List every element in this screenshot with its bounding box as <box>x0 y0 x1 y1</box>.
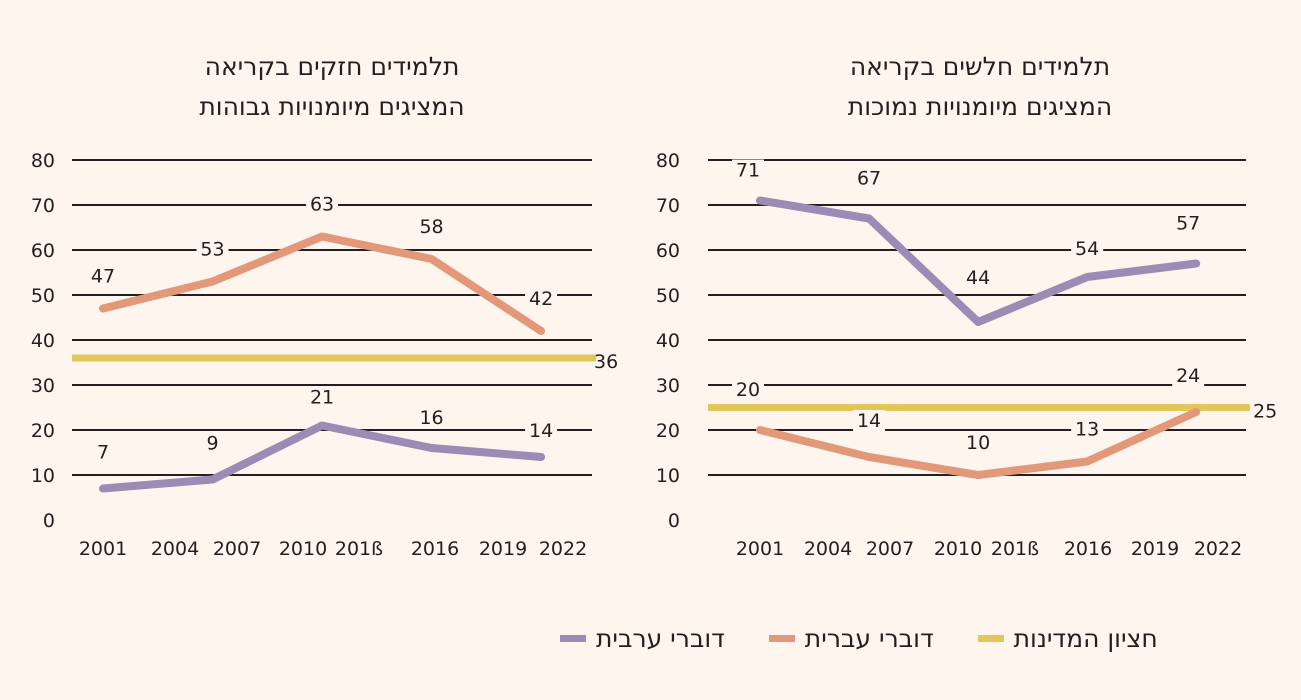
data-label-bg <box>306 193 339 216</box>
data-label-bg <box>853 410 886 432</box>
data-label-bg <box>732 379 764 401</box>
x-tick-label: 2016 <box>411 538 459 560</box>
y-tick-label: 80 <box>656 150 680 172</box>
data-label-bg <box>1071 238 1104 260</box>
x-tick-label: 2010 <box>279 538 327 560</box>
data-label-bg <box>962 267 995 289</box>
legend-label-national: חציון המדינות <box>1013 623 1158 653</box>
y-tick-label: 60 <box>31 240 55 262</box>
y-tick-label: 80 <box>31 150 55 172</box>
left-chart-title-line1: תלמידים חזקים בקריאה <box>204 52 460 81</box>
data-label-hebrew: 14 <box>857 410 881 432</box>
legend-swatch-hebrew <box>768 634 795 642</box>
legend-swatch-national <box>977 634 1004 642</box>
x-tick-label: 2001 <box>79 538 127 560</box>
y-tick-label: 40 <box>31 330 55 352</box>
legend-swatch-arabic <box>560 634 586 642</box>
data-label-bg <box>306 386 339 409</box>
legend: דוברי ערבית דוברי עברית חציון המדינות <box>560 618 1260 658</box>
data-label-hebrew: 10 <box>966 432 990 454</box>
y-tick-label: 10 <box>31 465 55 487</box>
series-line-hebrew <box>99 232 546 335</box>
reference-label-national: 36 <box>594 351 618 373</box>
legend-item-national: חציון המדינות <box>977 623 1158 653</box>
y-tick-label: 30 <box>656 375 680 397</box>
data-label-bg <box>732 159 764 182</box>
data-label-bg <box>87 265 119 288</box>
data-label-hebrew: 47 <box>91 266 115 288</box>
series-line-hebrew <box>756 408 1201 479</box>
x-tick-label: 2022 <box>539 538 587 560</box>
x-tick-label: 2004 <box>804 538 852 560</box>
x-tick-label: 201ß <box>991 538 1039 560</box>
data-label-hebrew: 20 <box>736 379 760 401</box>
y-tick-label: 40 <box>656 330 680 352</box>
series-line-arabic <box>99 421 546 493</box>
data-label-bg <box>202 432 223 455</box>
series-line-arabic <box>756 196 1201 326</box>
data-label-hebrew: 53 <box>200 239 224 261</box>
data-label-bg <box>1172 212 1205 235</box>
data-label-hebrew: 42 <box>529 288 553 310</box>
x-tick-label: 2007 <box>866 538 914 560</box>
data-label-hebrew: 13 <box>1075 419 1099 441</box>
x-tick-label: 2004 <box>151 538 199 560</box>
data-label-bg <box>1172 365 1205 387</box>
data-label-arabic: 14 <box>529 420 553 442</box>
y-tick-label: 30 <box>31 375 55 397</box>
y-tick-label: 0 <box>668 510 680 532</box>
y-tick-label: 20 <box>656 420 680 442</box>
data-label-arabic: 54 <box>1075 238 1099 260</box>
data-label-arabic: 71 <box>736 160 760 182</box>
data-label-arabic: 21 <box>310 387 334 409</box>
data-label-arabic: 67 <box>857 168 881 190</box>
data-label-arabic: 16 <box>419 407 443 429</box>
data-label-bg <box>853 167 886 190</box>
data-label-hebrew: 24 <box>1176 365 1200 387</box>
left-chart-title-line2: המציגים מיומנויות גבוהות <box>199 92 465 121</box>
left-chart-title: תלמידים חזקים בקריאה המציגים מיומנויות ג… <box>52 47 612 127</box>
data-label-hebrew: 58 <box>419 216 443 238</box>
y-tick-label: 20 <box>31 420 55 442</box>
x-tick-label: 2019 <box>1131 538 1179 560</box>
x-tick-label: 2016 <box>1064 538 1112 560</box>
x-tick-label: 2010 <box>934 538 982 560</box>
x-tick-label: 2019 <box>479 538 527 560</box>
data-label-bg <box>525 288 558 310</box>
y-tick-label: 70 <box>656 195 680 217</box>
y-tick-label: 50 <box>656 285 680 307</box>
data-label-arabic: 44 <box>966 267 990 289</box>
y-tick-label: 60 <box>656 240 680 262</box>
x-tick-label: 2007 <box>213 538 261 560</box>
legend-label-arabic: דוברי ערבית <box>596 623 725 653</box>
right-chart-title: תלמידים חלשים בקריאה המציגים מיומנויות נ… <box>700 47 1260 127</box>
data-label-arabic: 7 <box>97 442 109 464</box>
data-label-hebrew: 63 <box>310 194 334 216</box>
data-label-bg <box>93 441 113 464</box>
reference-label-national: 25 <box>1253 401 1277 423</box>
legend-item-hebrew: דוברי עברית <box>768 623 934 653</box>
right-chart-title-line2: המציגים מיומנויות נמוכות <box>847 92 1113 121</box>
data-label-arabic: 9 <box>206 433 218 455</box>
right-chart-title-line1: תלמידים חלשים בקריאה <box>849 52 1111 81</box>
y-tick-label: 10 <box>656 465 680 487</box>
data-label-bg <box>1071 418 1104 441</box>
y-tick-label: 70 <box>31 195 55 217</box>
data-label-bg <box>415 407 448 429</box>
y-tick-label: 50 <box>31 285 55 307</box>
data-label-bg <box>196 238 229 261</box>
data-label-bg <box>415 216 448 238</box>
legend-label-hebrew: דוברי עברית <box>804 623 934 653</box>
data-label-bg <box>962 432 995 454</box>
x-tick-label: 201ß <box>335 538 383 560</box>
legend-item-arabic: דוברי ערבית <box>560 624 725 653</box>
y-tick-label: 0 <box>43 510 55 532</box>
data-label-bg <box>525 420 558 442</box>
x-tick-label: 2022 <box>1194 538 1242 560</box>
x-tick-label: 2001 <box>736 538 784 560</box>
data-label-arabic: 57 <box>1176 213 1200 235</box>
